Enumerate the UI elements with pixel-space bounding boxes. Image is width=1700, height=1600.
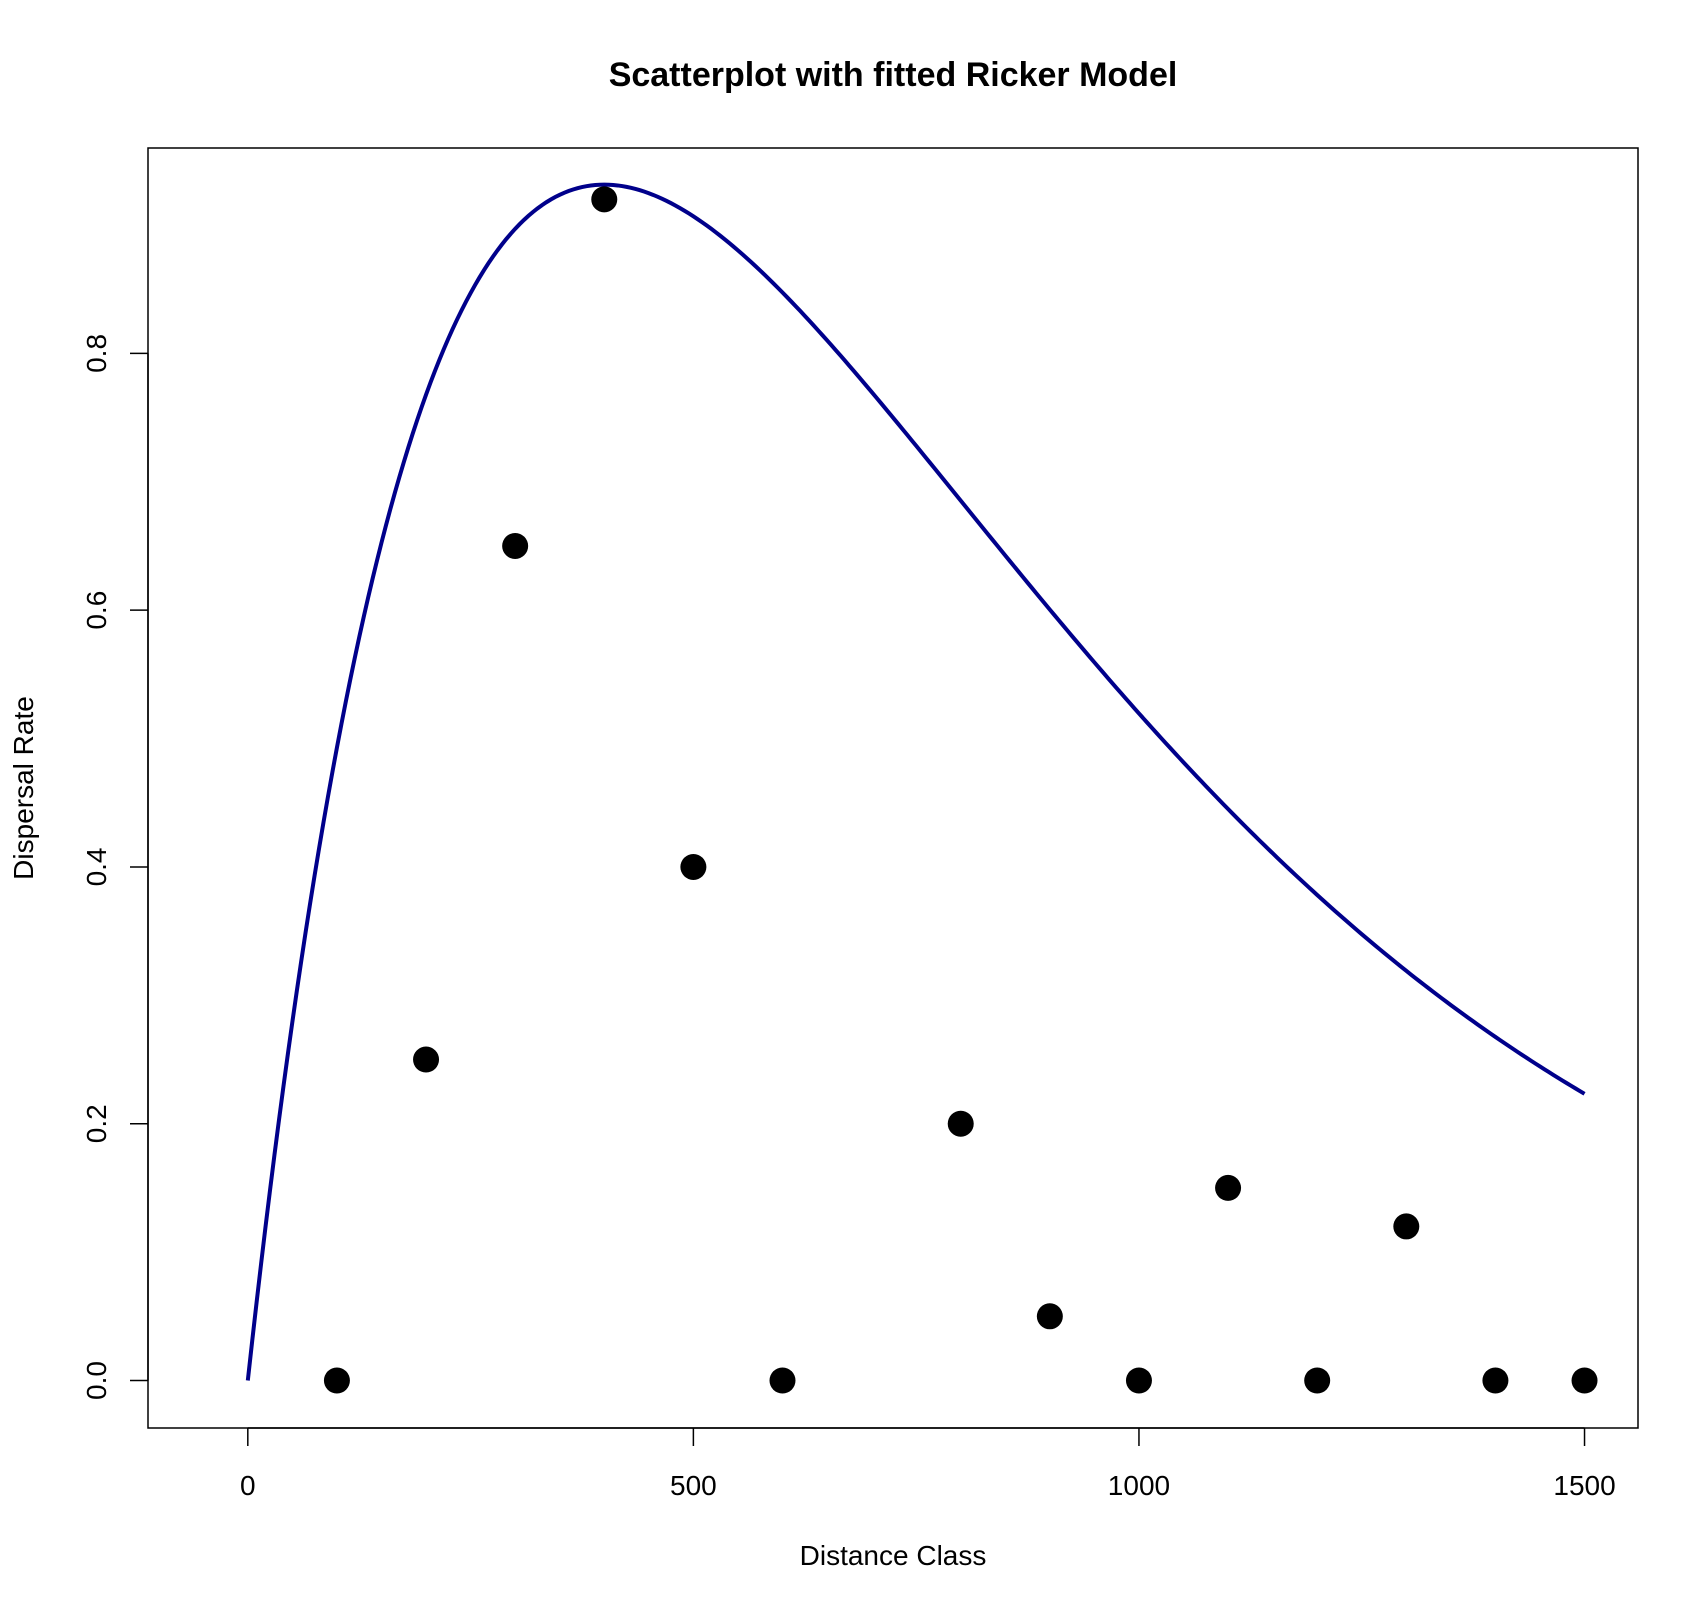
chart-title: Scatterplot with fitted Ricker Model — [609, 56, 1178, 94]
data-point — [323, 1367, 350, 1394]
x-tick-label: 0 — [240, 1470, 256, 1501]
y-tick-label: 0.4 — [81, 847, 112, 886]
data-point — [1393, 1213, 1420, 1240]
data-point — [947, 1110, 974, 1137]
y-tick-label: 0.8 — [81, 334, 112, 373]
data-point — [1036, 1303, 1063, 1330]
x-tick-label: 1000 — [1108, 1470, 1170, 1501]
x-tick-label: 1500 — [1553, 1470, 1615, 1501]
data-point — [1215, 1174, 1242, 1201]
x-tick-label: 500 — [670, 1470, 717, 1501]
y-tick-label: 0.0 — [81, 1361, 112, 1400]
y-tick-label: 0.2 — [81, 1104, 112, 1143]
data-point — [769, 1367, 796, 1394]
data-point — [680, 853, 707, 880]
y-axis-label: Dispersal Rate — [8, 696, 39, 880]
data-point — [1125, 1367, 1152, 1394]
y-tick-label: 0.6 — [81, 591, 112, 630]
data-point — [413, 1046, 440, 1073]
fitted-ricker-curve — [245, 182, 1586, 1381]
data-point — [1571, 1367, 1598, 1394]
data-point — [1482, 1367, 1509, 1394]
y-axis: 0.0 0.2 0.4 0.6 0.8 — [81, 334, 149, 1400]
data-point — [591, 186, 618, 213]
x-axis-label: Distance Class — [800, 1540, 987, 1571]
x-axis: 0 500 1000 1500 — [240, 1427, 1616, 1501]
data-point — [1304, 1367, 1331, 1394]
data-points — [323, 186, 1598, 1394]
data-point — [502, 532, 529, 559]
